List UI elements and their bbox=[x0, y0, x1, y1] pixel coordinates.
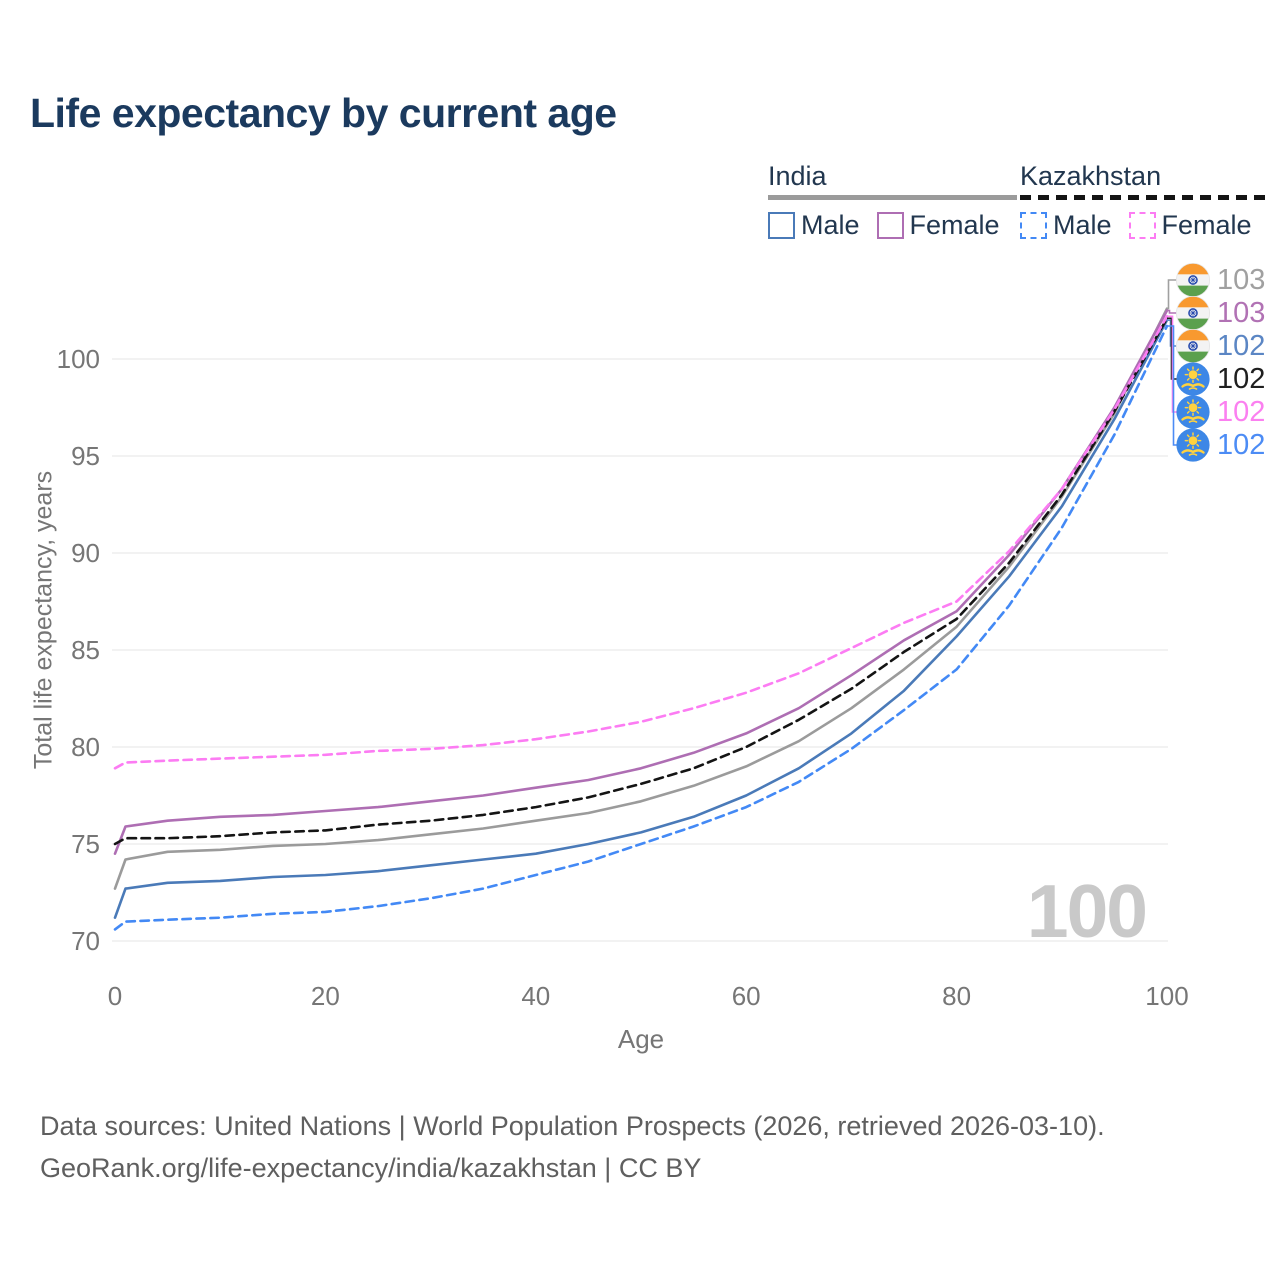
legend-underline-kazakhstan-dashed bbox=[1020, 195, 1269, 200]
legend-items-india: Male Female bbox=[768, 210, 1017, 241]
legend-label-india-female: Female bbox=[909, 210, 1000, 240]
legend-item-kazakhstan-male[interactable]: Male bbox=[1020, 210, 1112, 241]
endpoint-connector bbox=[1167, 279, 1177, 310]
series-line-kazakhstan-male bbox=[113, 324, 1169, 931]
series-line-kazakhstan-both-sexes- bbox=[113, 316, 1169, 846]
legend-items-kazakhstan: Male Female bbox=[1020, 210, 1269, 241]
x-axis-title: Age bbox=[617, 1024, 665, 1054]
endpoint-connector bbox=[1167, 309, 1177, 314]
legend-swatch-india-male[interactable] bbox=[768, 212, 795, 239]
kazakhstan-flag-icon bbox=[1176, 428, 1210, 462]
end-value-label: 102 bbox=[1217, 362, 1266, 395]
y-tick-label-70: 70 bbox=[71, 926, 100, 956]
legend-country-label-india: India bbox=[768, 161, 827, 191]
x-tick-label-20: 20 bbox=[310, 981, 340, 1011]
y-tick-label-100: 100 bbox=[56, 344, 100, 374]
india-flag-icon bbox=[1176, 296, 1210, 330]
legend-label-kazakhstan-female: Female bbox=[1161, 210, 1252, 240]
x-tick-label-100: 100 bbox=[1145, 981, 1189, 1011]
footer-url-line: GeoRank.org/life-expectancy/india/kazakh… bbox=[40, 1153, 702, 1183]
y-tick-label-90: 90 bbox=[71, 538, 100, 568]
series-line-kazakhstan-female bbox=[113, 314, 1169, 770]
end-value-label: 102 bbox=[1217, 329, 1266, 362]
end-value-label: 103 bbox=[1217, 263, 1266, 296]
annotation-row-india-female: 103 bbox=[1176, 296, 1265, 330]
india-flag-icon bbox=[1176, 263, 1210, 297]
annotation-row-india-male: 102 bbox=[1176, 329, 1265, 363]
endpoint-connector bbox=[1167, 325, 1177, 446]
x-tick-label-0: 0 bbox=[107, 981, 123, 1011]
y-axis-title: Total life expectancy, years bbox=[29, 470, 58, 770]
legend-label-kazakhstan-male: Male bbox=[1053, 210, 1112, 240]
y-tick-label-95: 95 bbox=[71, 441, 100, 471]
end-value-label: 102 bbox=[1217, 395, 1266, 428]
legend-swatch-kazakhstan-female[interactable] bbox=[1128, 212, 1156, 239]
legend-item-india-female[interactable]: Female bbox=[876, 210, 1000, 241]
legend-item-kazakhstan-female[interactable]: Female bbox=[1128, 210, 1252, 241]
legend-item-india-male[interactable]: Male bbox=[768, 210, 860, 241]
footer-attribution: Data sources: United Nations | World Pop… bbox=[40, 1105, 1105, 1189]
y-tick-label-75: 75 bbox=[71, 829, 100, 859]
legend-swatch-india-female[interactable] bbox=[876, 212, 904, 239]
annotation-row-india-both-sexes-: 103 bbox=[1176, 263, 1265, 297]
legend-group-kazakhstan: Kazakhstan Male Female bbox=[1020, 161, 1269, 241]
india-flag-icon bbox=[1176, 329, 1210, 363]
series-line-india-male bbox=[113, 318, 1169, 920]
footer-data-sources-line: Data sources: United Nations | World Pop… bbox=[40, 1111, 1105, 1141]
kazakhstan-flag-icon bbox=[1176, 362, 1210, 396]
annotation-row-kazakhstan-male: 102 bbox=[1176, 428, 1265, 462]
y-tick-label-85: 85 bbox=[71, 635, 100, 665]
endpoint-connector bbox=[1167, 315, 1177, 413]
x-tick-label-80: 80 bbox=[942, 981, 972, 1011]
series-line-india-both-sexes- bbox=[113, 307, 1169, 890]
y-tick-label-80: 80 bbox=[71, 732, 100, 762]
annotation-row-kazakhstan-both-sexes-: 102 bbox=[1176, 362, 1265, 396]
kazakhstan-flag-icon bbox=[1176, 395, 1210, 429]
end-value-label: 102 bbox=[1217, 428, 1266, 461]
annotation-row-kazakhstan-female: 102 bbox=[1176, 395, 1265, 429]
legend-label-india-male: Male bbox=[801, 210, 860, 240]
legend-swatch-kazakhstan-male[interactable] bbox=[1020, 212, 1047, 239]
watermark-age-100: 100 bbox=[1026, 869, 1148, 953]
legend-group-india: India Male Female bbox=[768, 161, 1017, 241]
end-value-label: 103 bbox=[1217, 296, 1266, 329]
page-title: Life expectancy by current age bbox=[30, 90, 617, 136]
legend-underline-india-solid bbox=[768, 195, 1017, 200]
x-tick-label-40: 40 bbox=[521, 981, 551, 1011]
series-line-india-female bbox=[113, 309, 1169, 856]
legend-country-label-kazakhstan: Kazakhstan bbox=[1020, 161, 1162, 191]
x-tick-label-60: 60 bbox=[731, 981, 761, 1011]
